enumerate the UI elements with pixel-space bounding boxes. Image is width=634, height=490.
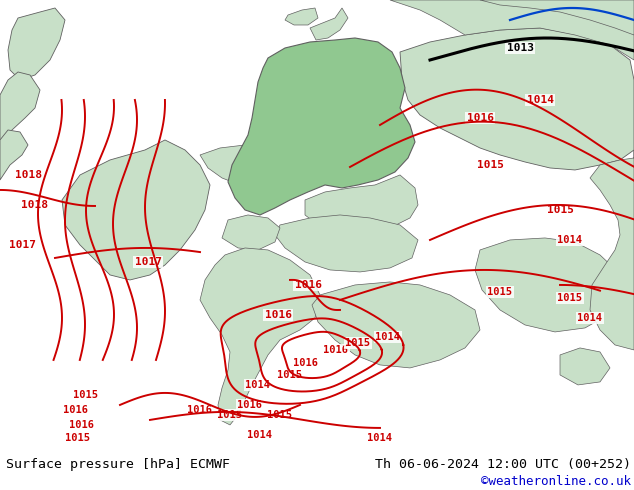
Text: 1015: 1015 xyxy=(217,410,242,420)
Text: 1015: 1015 xyxy=(346,338,370,348)
Text: ©weatheronline.co.uk: ©weatheronline.co.uk xyxy=(481,475,631,488)
Polygon shape xyxy=(285,8,318,25)
Polygon shape xyxy=(0,72,40,145)
Text: 1016: 1016 xyxy=(238,400,262,410)
Polygon shape xyxy=(310,8,348,40)
Polygon shape xyxy=(312,282,480,368)
Text: 1014: 1014 xyxy=(375,332,401,342)
Text: 1013: 1013 xyxy=(507,43,533,53)
Text: 1017: 1017 xyxy=(134,257,162,267)
Polygon shape xyxy=(0,95,28,130)
Polygon shape xyxy=(0,130,28,180)
Text: 1015: 1015 xyxy=(278,370,302,380)
Text: Th 06-06-2024 12:00 UTC (00+252): Th 06-06-2024 12:00 UTC (00+252) xyxy=(375,458,631,470)
Polygon shape xyxy=(475,238,620,332)
Text: 1016: 1016 xyxy=(264,310,292,320)
Text: 1016: 1016 xyxy=(188,405,212,415)
Text: 1015: 1015 xyxy=(477,160,503,170)
Polygon shape xyxy=(560,348,610,385)
Text: 1015: 1015 xyxy=(547,205,574,215)
Text: 1016: 1016 xyxy=(323,345,349,355)
Text: 1016: 1016 xyxy=(63,405,87,415)
Text: 1014: 1014 xyxy=(557,235,583,245)
Text: 1014: 1014 xyxy=(368,433,392,443)
Polygon shape xyxy=(200,145,278,185)
Text: 1015: 1015 xyxy=(65,433,91,443)
Polygon shape xyxy=(275,215,418,272)
Text: 1014: 1014 xyxy=(245,380,271,390)
Polygon shape xyxy=(62,140,210,280)
Text: 1018: 1018 xyxy=(15,170,41,180)
Text: 1014: 1014 xyxy=(578,313,602,323)
Text: 1016: 1016 xyxy=(295,280,321,290)
Text: 1016: 1016 xyxy=(467,113,493,123)
Text: 1016: 1016 xyxy=(294,358,318,368)
Text: 1015: 1015 xyxy=(557,293,583,303)
Text: 1016: 1016 xyxy=(70,420,94,430)
Text: 1014: 1014 xyxy=(247,430,273,440)
Polygon shape xyxy=(305,175,418,232)
Text: 1015: 1015 xyxy=(72,390,98,400)
Polygon shape xyxy=(200,248,320,425)
Polygon shape xyxy=(8,8,65,80)
Text: 1017: 1017 xyxy=(8,240,36,250)
Polygon shape xyxy=(480,0,634,35)
Text: 1018: 1018 xyxy=(22,200,48,210)
Polygon shape xyxy=(590,150,634,350)
Polygon shape xyxy=(390,0,634,60)
Text: 1014: 1014 xyxy=(526,95,553,105)
Text: 1015: 1015 xyxy=(268,410,292,420)
Polygon shape xyxy=(400,28,634,170)
Text: 1015: 1015 xyxy=(488,287,512,297)
Polygon shape xyxy=(222,215,280,250)
Text: Surface pressure [hPa] ECMWF: Surface pressure [hPa] ECMWF xyxy=(6,458,230,470)
Polygon shape xyxy=(228,38,415,215)
